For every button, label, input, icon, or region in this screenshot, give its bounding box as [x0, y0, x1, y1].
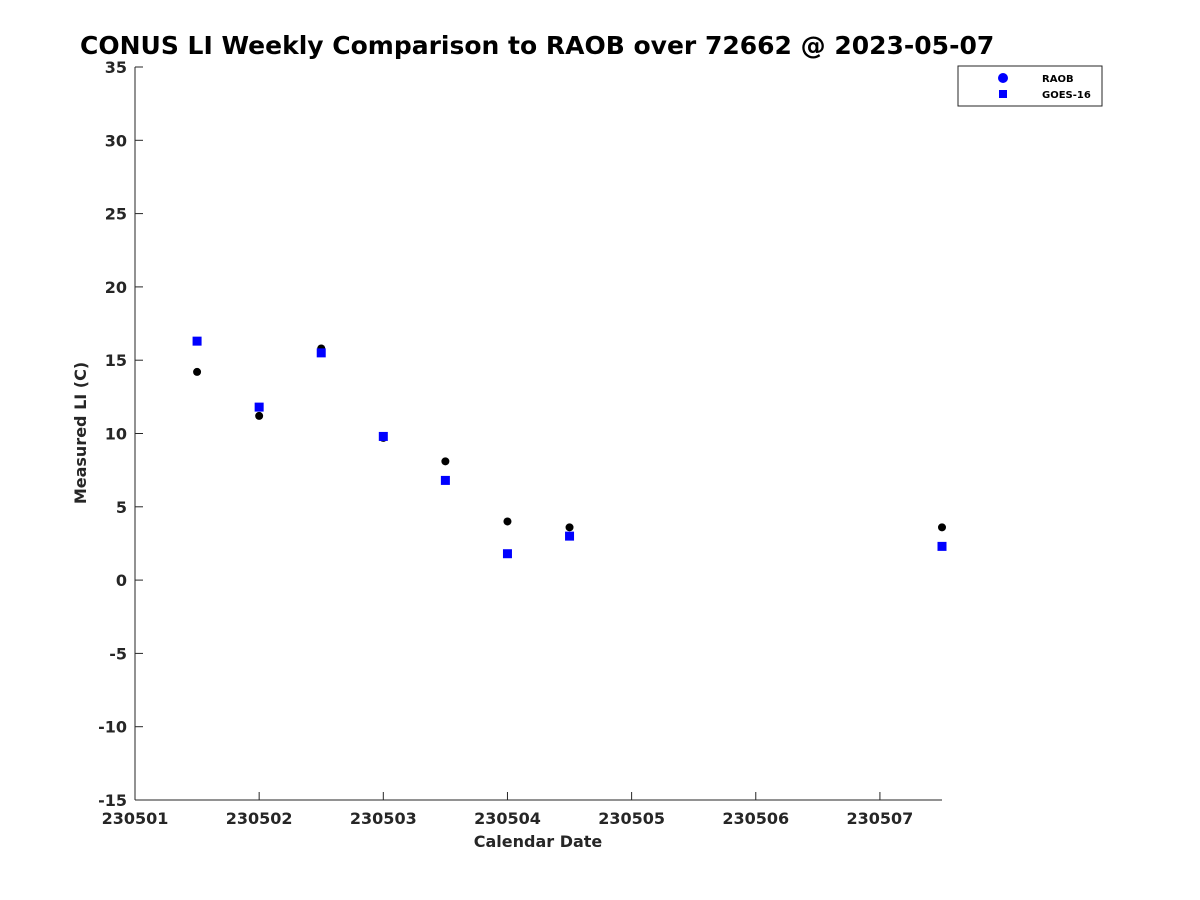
x-tick-label: 230502 [226, 809, 293, 828]
legend-marker-square [999, 90, 1007, 98]
legend-marker-circle [998, 73, 1008, 83]
x-tick-label: 230505 [598, 809, 665, 828]
raob-point [193, 367, 202, 376]
y-tick-label: -15 [98, 791, 127, 810]
y-axis-label: Measured LI (C) [71, 362, 90, 504]
y-tick-label: -5 [109, 644, 127, 663]
goes-16-point [565, 531, 575, 541]
series-goes-16 [192, 336, 947, 559]
goes-16-point [316, 348, 326, 358]
x-tick-label: 230503 [350, 809, 417, 828]
y-tick-label: -10 [98, 718, 127, 737]
y-tick-label: 20 [105, 278, 127, 297]
series-raob [193, 344, 946, 532]
chart-title: CONUS LI Weekly Comparison to RAOB over … [80, 31, 994, 60]
goes-16-point [254, 402, 264, 412]
raob-point [441, 457, 450, 466]
x-tick-label: 230501 [102, 809, 169, 828]
y-tick-label: 25 [105, 205, 127, 224]
raob-point [255, 411, 264, 420]
legend-box [957, 65, 1103, 107]
goes-16-point [440, 475, 450, 485]
y-tick-label: 15 [105, 351, 127, 370]
raob-point [938, 523, 946, 532]
y-tick-label: 0 [116, 571, 127, 590]
goes-16-point [937, 541, 947, 551]
x-tick-label: 230506 [722, 809, 789, 828]
y-tick-label: 10 [105, 425, 127, 444]
legend: RAOB GOES-16 [957, 65, 1103, 107]
x-tick-label: 230507 [847, 809, 914, 828]
raob-point [565, 523, 574, 532]
y-tick-label: 5 [116, 498, 127, 517]
y-tick-label: 30 [105, 131, 127, 150]
raob-point [503, 517, 512, 526]
legend-label: GOES-16 [1042, 90, 1091, 101]
data-marks [192, 336, 947, 559]
goes-16-point [378, 431, 388, 441]
y-tick-label: 35 [105, 58, 127, 77]
x-axis-label: Calendar Date [474, 832, 603, 851]
goes-16-point [192, 336, 202, 346]
legend-label: RAOB [1042, 74, 1074, 85]
goes-16-point [502, 549, 512, 559]
x-tick-label: 230504 [474, 809, 541, 828]
